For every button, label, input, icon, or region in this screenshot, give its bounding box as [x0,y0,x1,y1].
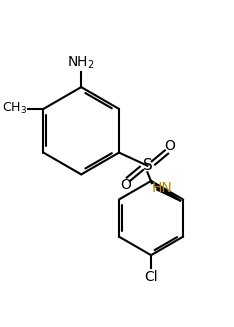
Text: O: O [120,178,131,192]
Text: HN: HN [152,181,172,195]
Text: CH$_3$: CH$_3$ [2,101,27,116]
Text: Cl: Cl [144,270,158,284]
Text: S: S [143,158,152,173]
Text: O: O [164,139,175,153]
Text: NH$_2$: NH$_2$ [67,54,95,71]
